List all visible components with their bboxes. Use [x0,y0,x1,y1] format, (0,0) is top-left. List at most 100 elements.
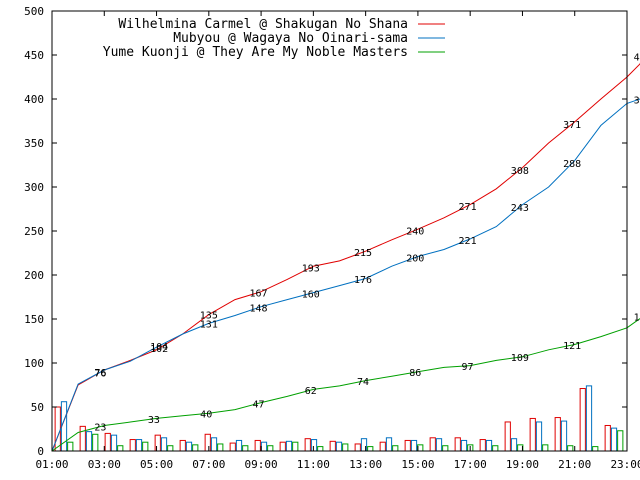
data-label-3-4: 47 [252,399,264,410]
x-tick-label-7: 13:00 [349,458,382,471]
y-tick-label-150: 150 [24,313,44,326]
bar-2-20 [535,421,543,452]
y-tick-label-200: 200 [24,269,44,282]
bar-3-11 [317,446,324,452]
series-line-3 [51,317,640,452]
bar-2-8 [235,439,243,452]
data-label-1-6: 215 [354,248,372,259]
bar-1-2 [79,425,86,452]
bar-3-1 [67,441,74,452]
bar-1-19 [504,421,511,452]
x-tick-label-3: 05:00 [140,458,173,471]
bar-1-9 [254,439,261,452]
bar-2-10 [285,440,293,452]
x-tick-label-8: 15:00 [401,458,434,471]
bar-1-13 [354,443,361,452]
bar-2-16 [435,438,443,452]
data-label-1-5: 193 [302,264,320,275]
bar-1-1 [54,406,61,452]
bar-2-22 [585,385,593,452]
bar-3-4 [142,441,149,452]
bar-2-3 [110,434,118,452]
x-tick-label-2: 03:00 [88,458,121,471]
bar-3-6 [192,444,199,452]
bar-3-5 [167,445,174,452]
data-label-3-2: 33 [148,415,160,426]
x-tick-label-11: 21:00 [558,458,591,471]
data-label-2-4: 148 [249,304,267,315]
data-label-2-5: 160 [302,289,320,300]
bar-3-14 [392,445,399,452]
data-label-3-8: 97 [462,362,474,373]
bar-1-11 [304,438,311,452]
data-label-1-2: 102 [150,344,168,355]
bar-1-6 [179,439,186,452]
data-label-2-7: 200 [406,253,424,264]
data-label-3-6: 74 [357,377,369,388]
bar-1-8 [229,442,236,452]
hourly-bars [54,385,624,452]
data-label-1-7: 240 [406,226,424,237]
bar-2-21 [560,420,568,452]
bar-1-14 [379,441,386,452]
x-tick-label-1: 01:00 [35,458,68,471]
data-label-2-8: 221 [459,236,477,247]
bar-2-23 [610,427,618,452]
data-label-2-1: 76 [94,368,106,379]
data-label-3-7: 86 [409,368,421,379]
bar-1-20 [529,417,536,452]
x-tick-label-4: 07:00 [192,458,225,471]
bar-2-9 [260,441,268,452]
bar-1-3 [104,432,111,452]
x-tick-label-5: 09:00 [245,458,278,471]
bar-1-12 [329,440,336,452]
bar-2-18 [485,439,493,452]
data-label-2-3: 131 [200,319,218,330]
data-label-3-5: 62 [305,386,317,397]
bar-3-22 [592,446,599,452]
y-tick-label-500: 500 [24,5,44,18]
x-tick-label-12: 23:00 [610,458,640,471]
data-label-1-11: 482 [634,52,640,63]
series-line-2 [51,98,640,452]
data-label-2-10: 288 [563,159,581,170]
bar-3-9 [267,445,274,452]
data-label-3-10: 121 [563,341,581,352]
bar-2-6 [185,441,193,452]
data-label-1-9: 308 [511,166,529,177]
y-tick-label-50: 50 [31,401,44,414]
data-label-3-11: 161 [634,313,640,324]
data-labels: 7610213516719321524027130837148276104131… [94,52,640,433]
axes: 0 50 100 150 200 250 300 350 400 450 500 01:00 03:00… [24,5,640,471]
y-tick-label-400: 400 [24,93,44,106]
y-tick-label-0: 0 [37,445,44,458]
data-label-3-9: 109 [511,353,529,364]
legend-label-3: Yume Kuonji @ They Are My Noble Masters [103,45,408,60]
bar-3-2 [92,433,99,452]
y-tick-label-350: 350 [24,137,44,150]
x-tick-label-6: 11:00 [297,458,330,471]
data-label-2-9: 243 [511,203,529,214]
x-tick-label-10: 19:00 [506,458,539,471]
y-tick-label-100: 100 [24,357,44,370]
bar-1-15 [404,439,411,452]
bar-1-5 [154,434,161,452]
bar-3-13 [367,446,374,452]
series-lines [51,62,640,452]
data-label-2-6: 176 [354,275,372,286]
data-label-3-1: 23 [94,423,106,434]
y-tick-label-300: 300 [24,181,44,194]
bar-3-20 [542,444,549,452]
legend-label-2: Mubyou @ Wagaya No Oinari-sama [173,31,408,46]
bar-3-12 [342,443,349,452]
bar-1-7 [204,433,211,452]
bar-2-14 [385,437,393,452]
bar-1-18 [479,439,486,452]
bar-2-7 [210,437,218,452]
data-label-2-11: 397 [634,96,640,107]
bar-2-4 [135,439,143,452]
data-label-1-4: 167 [249,289,267,300]
bar-3-18 [492,445,499,452]
bar-1-16 [429,437,436,452]
